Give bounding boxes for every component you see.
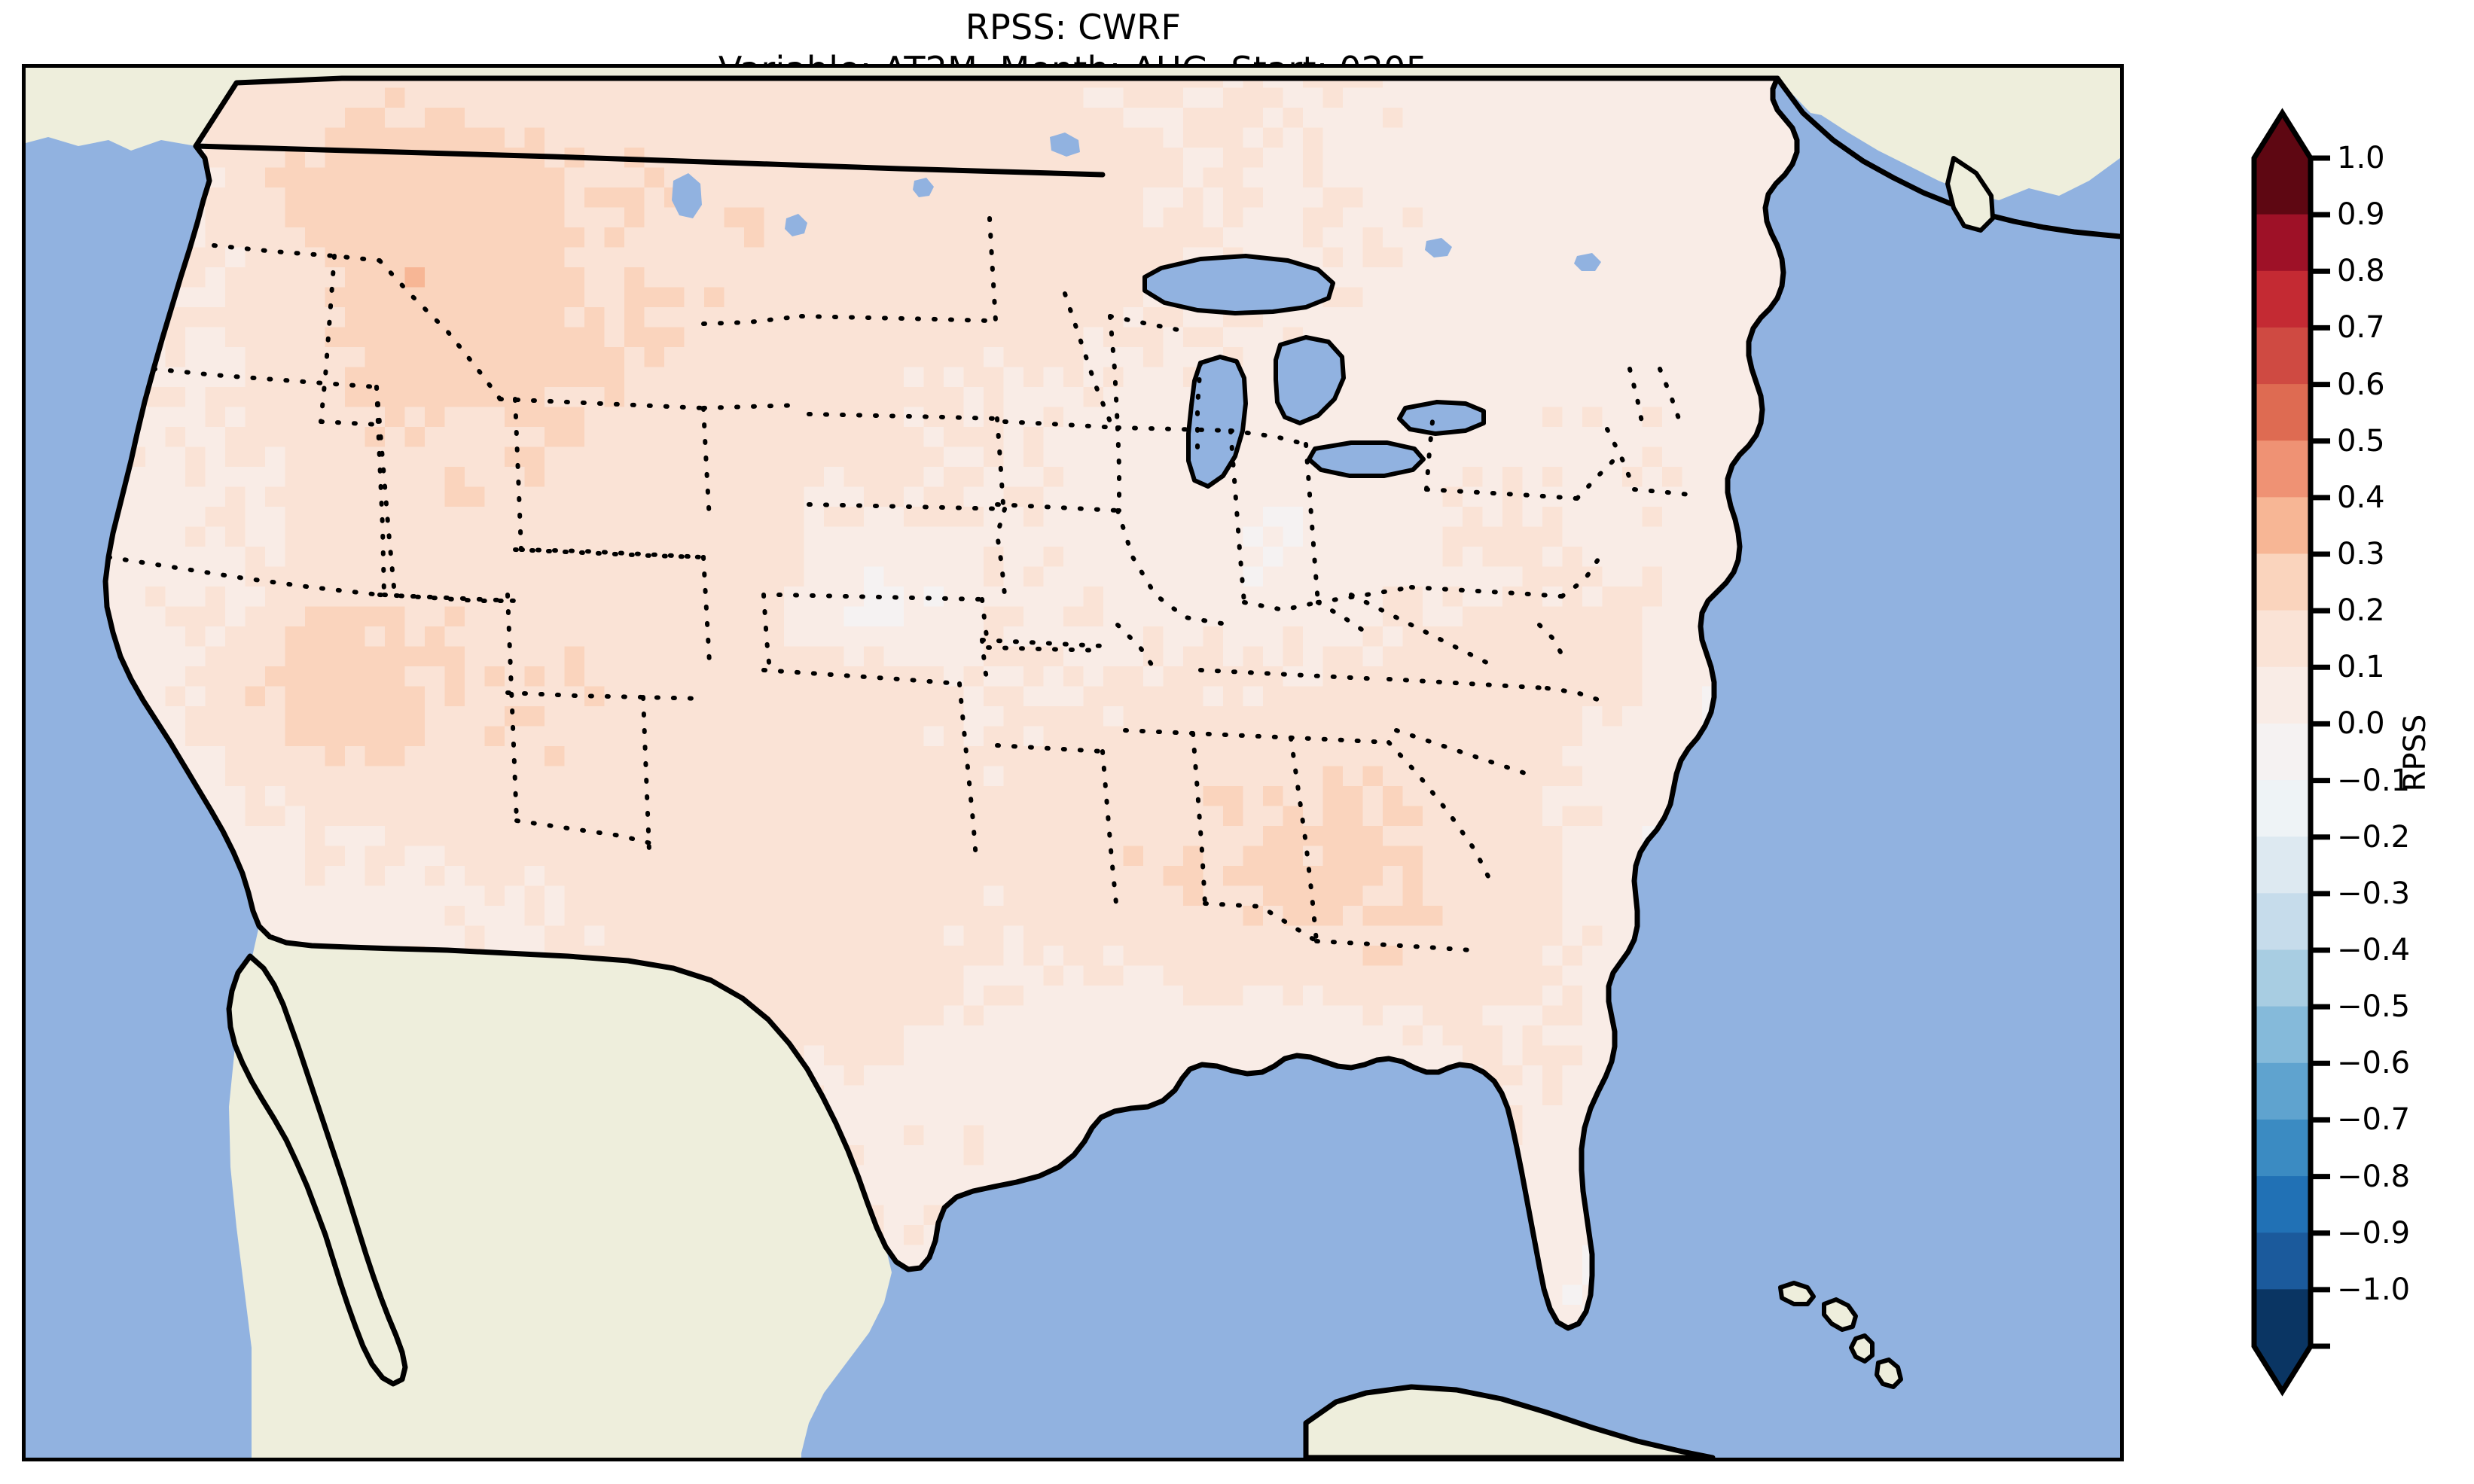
colorbar-tick-label: 0.2 bbox=[2337, 593, 2385, 629]
colorbar-tick-label: −0.8 bbox=[2337, 1159, 2411, 1194]
colorbar-tick-label: −0.3 bbox=[2337, 876, 2411, 911]
colorbar-tick-label: −0.5 bbox=[2337, 989, 2411, 1025]
map-canvas bbox=[26, 68, 2120, 1458]
colorbar-tick-label: 0.8 bbox=[2337, 254, 2385, 289]
coastline-layer bbox=[102, 75, 2120, 1458]
colorbar-tick-label: −0.9 bbox=[2337, 1215, 2411, 1251]
colorbar-tick-label: 1.0 bbox=[2337, 141, 2385, 175]
colorbar-tick-label: −0.6 bbox=[2337, 1046, 2411, 1081]
colorbar-tick-label: −1.0 bbox=[2337, 1272, 2411, 1307]
colorbar-tick-label: 0.4 bbox=[2337, 480, 2385, 515]
colorbar-gradient bbox=[2251, 108, 2330, 1397]
map-panel bbox=[22, 64, 2124, 1461]
colorbar-axis-label: RPSS bbox=[2398, 714, 2433, 792]
colorbar-tick-label: −0.4 bbox=[2337, 933, 2411, 967]
colorbar-tick-label: −0.7 bbox=[2337, 1102, 2411, 1138]
colorbar: 1.0 0.9 0.8 0.7 0.6 0.5 0.4 0.3 0.2 0.1 0.0 −0.1 −0.… bbox=[2251, 108, 2474, 1397]
state-borders-layer bbox=[106, 216, 1700, 952]
colorbar-tick-label: −0.1 bbox=[2337, 763, 2411, 798]
colorbar-tick-label: 0.5 bbox=[2337, 423, 2385, 459]
title-line-1: RPSS: CWRF bbox=[965, 7, 1182, 47]
colorbar-tick-label: 0.1 bbox=[2337, 650, 2385, 685]
foreign-land-layer bbox=[26, 68, 2120, 1458]
colorbar-tick-label: 0.7 bbox=[2337, 310, 2385, 346]
colorbar-tick-label: 0.0 bbox=[2337, 706, 2385, 742]
colorbar-tick-label: 0.9 bbox=[2337, 197, 2385, 233]
colorbar-body bbox=[2251, 108, 2330, 1397]
colorbar-tick-label: 0.3 bbox=[2337, 537, 2385, 571]
great-lakes-layer bbox=[672, 133, 1601, 486]
colorbar-tick-label: −0.2 bbox=[2337, 819, 2411, 855]
colorbar-tick-label: 0.6 bbox=[2337, 367, 2385, 402]
